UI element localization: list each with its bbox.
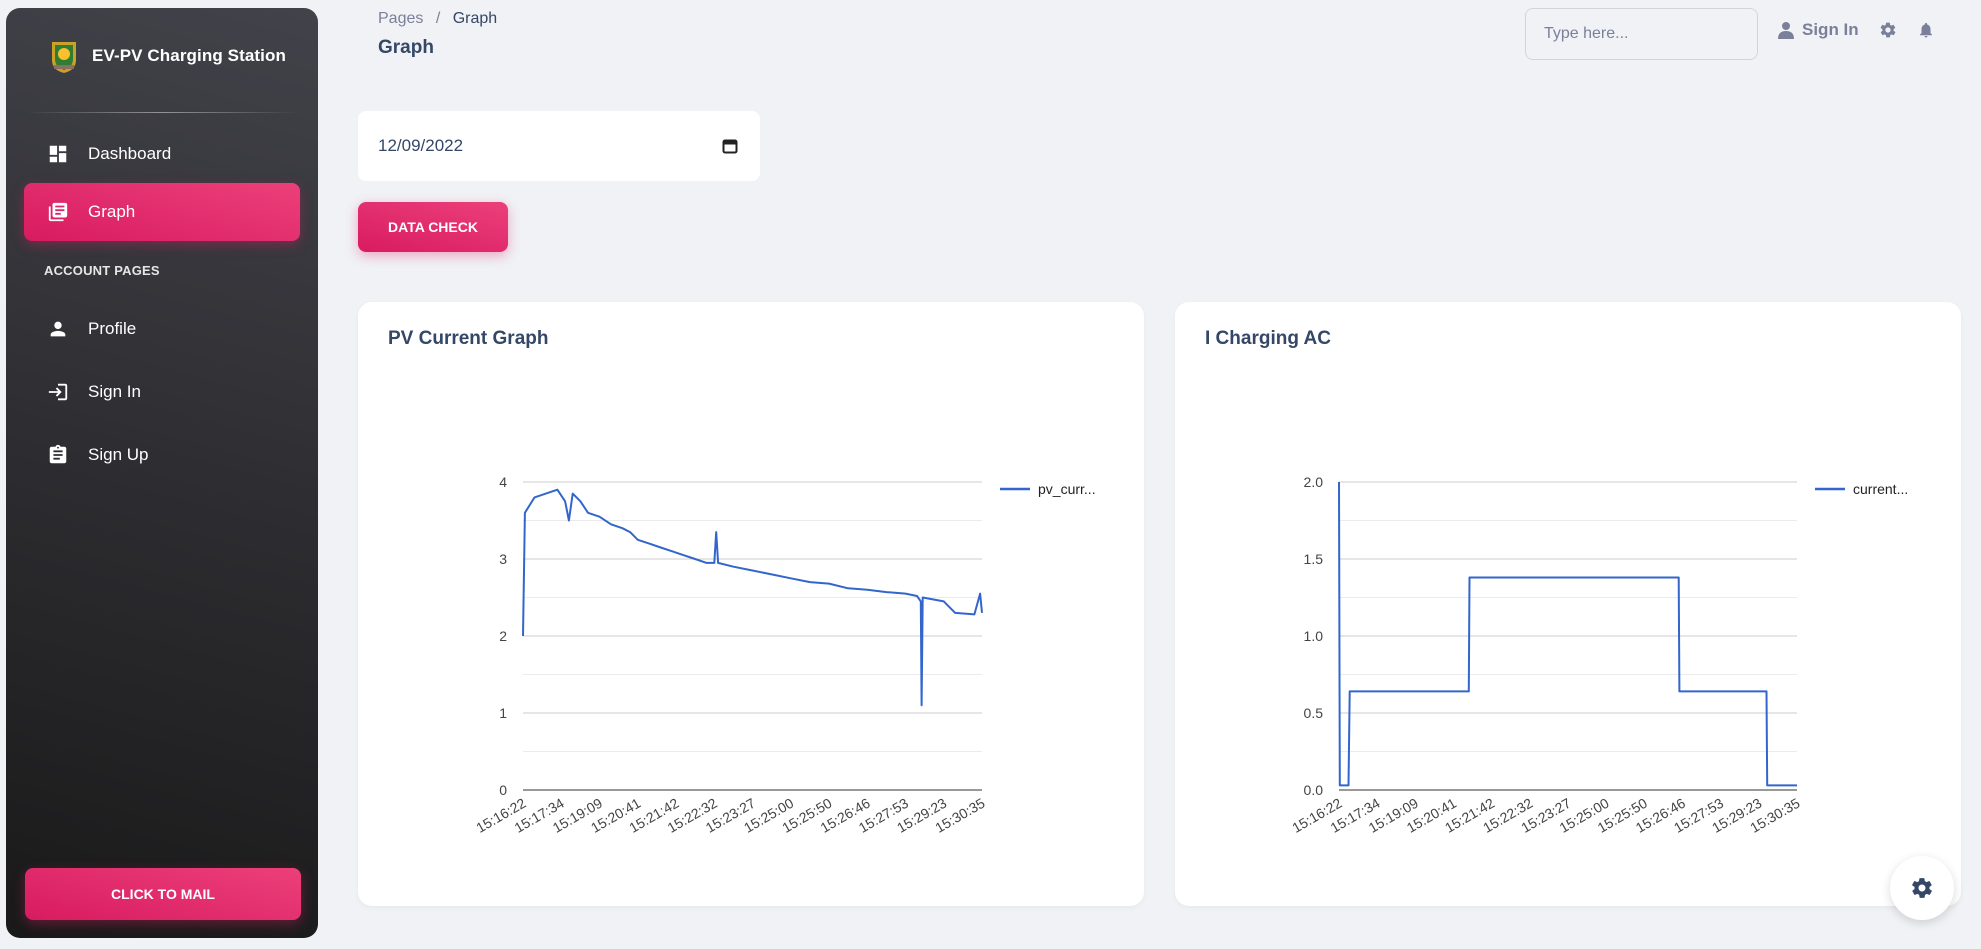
sidebar-item-profile[interactable]: Profile bbox=[24, 300, 300, 358]
sidebar: EV-PV Charging Station Dashboard Graph A… bbox=[6, 8, 318, 938]
sidebar-item-label: Sign Up bbox=[88, 445, 149, 464]
chart-title: I Charging AC bbox=[1205, 328, 1331, 349]
click-to-mail-button[interactable]: CLICK TO MAIL bbox=[25, 868, 301, 920]
sidebar-item-dashboard[interactable]: Dashboard bbox=[24, 125, 300, 183]
breadcrumb-separator: / bbox=[435, 10, 441, 27]
sidebar-item-label: Graph bbox=[88, 202, 136, 221]
login-icon bbox=[44, 378, 72, 406]
pv-current-graph-card: PV Current Graph 0 1 2 3 4 15:16:22 15:17:34 15… bbox=[358, 302, 1144, 906]
data-check-button[interactable]: DATA CHECK bbox=[358, 202, 508, 252]
sidebar-item-sign-up[interactable]: Sign Up bbox=[24, 426, 300, 484]
sidebar-divider bbox=[26, 112, 298, 113]
y-tick-label: 0.0 bbox=[1304, 782, 1324, 798]
y-tick-label: 1.0 bbox=[1304, 628, 1324, 644]
series-line bbox=[1338, 481, 1797, 787]
account-icon bbox=[1778, 22, 1794, 39]
legend-label: pv_curr... bbox=[1038, 481, 1096, 497]
breadcrumb: Pages / Graph bbox=[378, 10, 497, 28]
header-actions: Sign In bbox=[1778, 20, 1935, 40]
dashboard-icon bbox=[44, 140, 72, 168]
sidebar-item-label: Sign In bbox=[88, 382, 141, 401]
series-line bbox=[522, 488, 983, 707]
brand-title: EV-PV Charging Station bbox=[92, 46, 286, 65]
brand[interactable]: EV-PV Charging Station bbox=[6, 8, 318, 104]
y-tick-label: 2.0 bbox=[1304, 474, 1324, 490]
assignment-icon bbox=[44, 441, 72, 469]
header-sign-in-link[interactable]: Sign In bbox=[1778, 20, 1859, 40]
person-icon bbox=[44, 315, 72, 343]
page-title: Graph bbox=[378, 37, 434, 58]
sidebar-item-label: Profile bbox=[88, 319, 137, 338]
y-tick-label: 0 bbox=[499, 782, 507, 798]
settings-icon[interactable] bbox=[1879, 21, 1897, 39]
settings-icon bbox=[1912, 878, 1932, 898]
legend-label: current... bbox=[1853, 481, 1908, 497]
sidebar-item-sign-in[interactable]: Sign In bbox=[24, 363, 300, 421]
header-sign-in-label: Sign In bbox=[1802, 20, 1859, 39]
y-tick-label: 2 bbox=[499, 628, 507, 644]
sidebar-item-label: Dashboard bbox=[88, 144, 172, 163]
i-charging-ac-card: I Charging AC 0.0 0.5 1.0 1.5 2.0 15:16:22 15:… bbox=[1175, 302, 1961, 906]
search-input[interactable] bbox=[1525, 8, 1758, 60]
section-label-account-pages: ACCOUNT PAGES bbox=[44, 263, 160, 278]
i-charging-ac-chart: 0.00.51.01.52.015:16:2215:17:3415:19:091… bbox=[1289, 474, 1908, 836]
y-tick-label: 1 bbox=[499, 705, 507, 721]
notifications-bell-icon[interactable] bbox=[1917, 21, 1935, 39]
date-value: 12/09/2022 bbox=[378, 136, 464, 155]
sidebar-item-graph[interactable]: Graph bbox=[24, 183, 300, 241]
chart-title: PV Current Graph bbox=[388, 328, 549, 349]
y-tick-label: 1.5 bbox=[1304, 551, 1324, 567]
breadcrumb-current: Graph bbox=[452, 10, 498, 27]
date-input[interactable]: 12/09/2022 bbox=[358, 111, 760, 181]
calendar-icon[interactable] bbox=[722, 138, 738, 154]
breadcrumb-root[interactable]: Pages bbox=[378, 10, 424, 27]
brand-logo-icon bbox=[52, 42, 76, 73]
y-tick-label: 4 bbox=[499, 474, 507, 490]
configurator-settings-button[interactable] bbox=[1890, 856, 1954, 920]
library-books-icon bbox=[44, 198, 72, 226]
y-tick-label: 3 bbox=[499, 551, 507, 567]
pv-current-chart: 0123415:16:2215:17:3415:19:0915:20:4115:… bbox=[473, 474, 1096, 836]
y-tick-label: 0.5 bbox=[1304, 705, 1324, 721]
